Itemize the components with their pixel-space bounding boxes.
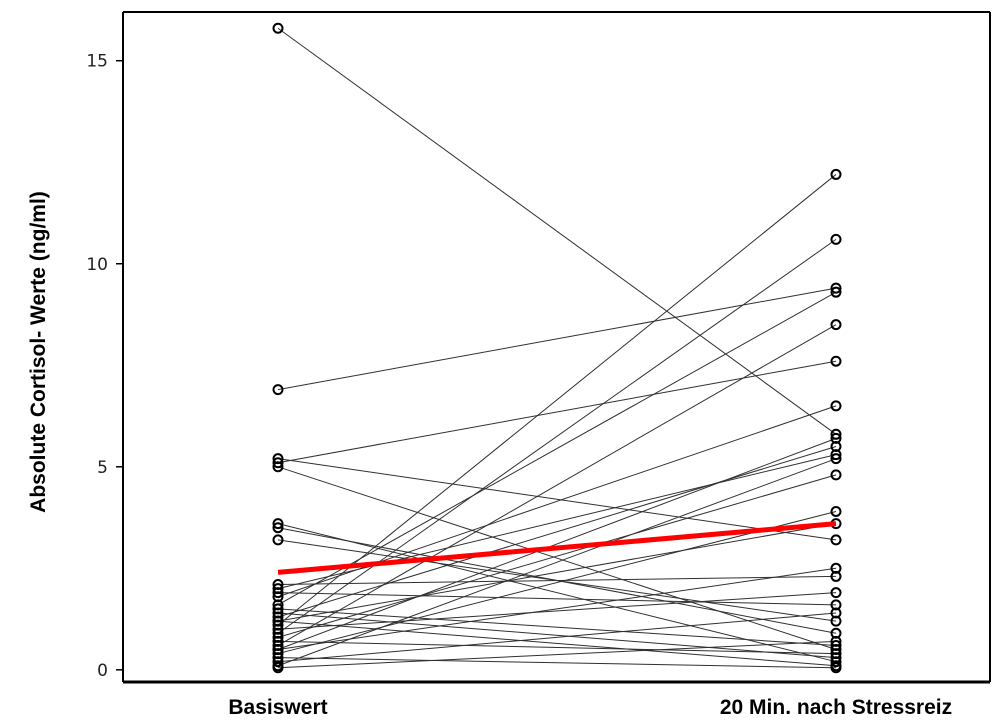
subject-point-3-baseline <box>272 457 284 469</box>
subject-line-25 <box>277 437 837 650</box>
subject-point-20-after <box>830 587 842 599</box>
subject-point-3-after <box>830 355 842 367</box>
subject-line-16 <box>277 446 837 618</box>
mean-line <box>277 521 837 575</box>
subject-point-2-baseline <box>272 384 284 396</box>
subject-point-28-after <box>830 662 842 674</box>
subject-point-31-after <box>830 635 842 647</box>
y-tick-label-15: 15 <box>86 52 108 72</box>
subject-line-26 <box>277 567 837 651</box>
subject-line-17 <box>277 523 837 622</box>
subject-point-13-after <box>830 286 842 298</box>
subject-line-31 <box>277 640 837 669</box>
subject-line-18 <box>277 620 837 667</box>
individual-lines <box>277 27 837 669</box>
subject-point-1-baseline <box>272 22 284 34</box>
subject-point-23-after <box>830 648 842 660</box>
subject-point-29-baseline <box>272 656 284 668</box>
subject-line-21 <box>277 238 837 634</box>
x-category-label-baseline: Basiswert <box>228 696 327 719</box>
subject-point-7-baseline <box>272 522 284 534</box>
subject-point-27-after <box>830 505 842 517</box>
subject-line-5 <box>277 466 837 650</box>
subject-point-25-after <box>830 432 842 444</box>
subject-line-6 <box>277 523 837 663</box>
subject-point-6-baseline <box>272 518 284 530</box>
subject-line-1 <box>277 27 837 435</box>
subject-line-19 <box>277 174 837 626</box>
individual-points <box>272 22 842 674</box>
subject-line-14 <box>277 608 837 646</box>
subject-line-9 <box>277 575 837 586</box>
subject-point-1-after <box>830 428 842 440</box>
subject-line-28 <box>277 657 837 669</box>
y-tick-label-0: 0 <box>97 661 108 681</box>
x-category-label-after-stress: 20 Min. nach Stressreiz <box>720 696 952 719</box>
subject-line-22 <box>277 474 837 638</box>
subject-point-2-after <box>830 282 842 294</box>
subject-point-21-after <box>830 233 842 245</box>
subject-line-15 <box>277 612 837 659</box>
subject-line-13 <box>277 291 837 606</box>
subject-line-30 <box>277 458 837 667</box>
subject-line-29 <box>277 612 837 663</box>
y-axis-title: Absolute Cortisol- Werte (ng/ml) <box>27 191 50 513</box>
subject-point-30-after <box>830 453 842 465</box>
subject-line-23 <box>277 640 837 655</box>
subject-point-12-after <box>830 400 842 412</box>
subject-line-11 <box>277 592 837 606</box>
subject-line-24 <box>277 324 837 646</box>
subject-line-4 <box>277 458 837 541</box>
subject-point-24-after <box>830 319 842 331</box>
subject-point-11-baseline <box>272 587 284 599</box>
subject-point-22-after <box>830 469 842 481</box>
subject-line-27 <box>277 510 837 655</box>
y-tick-label-10: 10 <box>86 255 108 275</box>
subject-point-19-after <box>830 168 842 180</box>
subject-point-8-baseline <box>272 534 284 546</box>
subject-point-5-baseline <box>272 461 284 473</box>
subject-line-20 <box>277 592 837 630</box>
y-ticks: 0 5 10 15 <box>86 52 123 681</box>
subject-point-29-after <box>830 607 842 619</box>
mean-line-group <box>277 521 837 575</box>
subject-point-31-baseline <box>272 662 284 674</box>
y-tick-label-5: 5 <box>97 458 108 478</box>
subject-point-4-after <box>830 534 842 546</box>
subject-point-26-after <box>830 562 842 574</box>
